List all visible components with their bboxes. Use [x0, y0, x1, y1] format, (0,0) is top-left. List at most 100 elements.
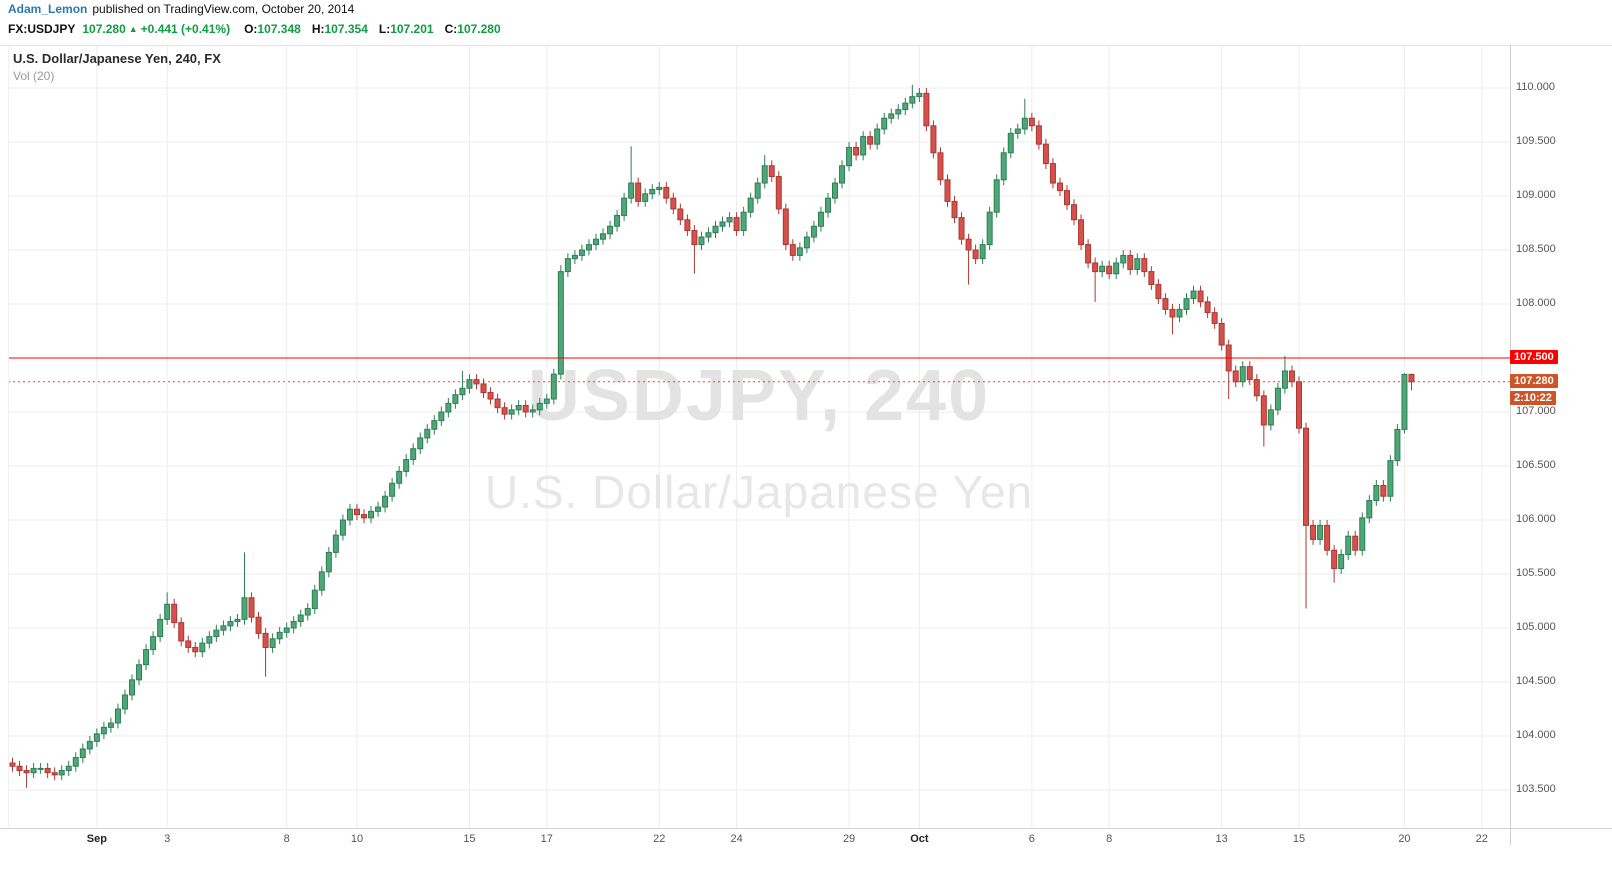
candle [761, 165, 768, 184]
price-tick-label: 107.000 [1516, 405, 1556, 417]
candle [1218, 322, 1225, 346]
ohlc-readout: O:107.348 H:107.354 L:107.201 C:107.280 [244, 22, 512, 36]
candle [1155, 284, 1162, 300]
candle [993, 179, 1000, 213]
candle [832, 182, 839, 199]
candle [698, 236, 705, 246]
candle [578, 249, 585, 256]
candle [600, 233, 607, 240]
candle [325, 551, 332, 573]
price-tick-label: 103.500 [1516, 783, 1556, 795]
candle [522, 405, 529, 413]
candle [248, 597, 255, 618]
candle [1078, 219, 1085, 246]
candle [571, 254, 578, 260]
legend-title[interactable]: U.S. Dollar/Japanese Yen, 240, FX [13, 51, 221, 66]
candle [227, 621, 234, 627]
candle [1267, 409, 1274, 426]
symbol-label: FX:USDJPY [8, 22, 76, 36]
candle [382, 495, 389, 508]
candle [213, 629, 220, 638]
candle [487, 392, 494, 400]
candle [1014, 128, 1021, 134]
candle [93, 733, 100, 742]
candle [1274, 387, 1281, 411]
candle [1338, 554, 1345, 570]
price-line-badge: 107.280 [1510, 373, 1558, 388]
candle [396, 470, 403, 484]
legend-indicator[interactable]: Vol (20) [13, 69, 55, 83]
time-tick-label: Sep [86, 833, 107, 845]
candle [1359, 517, 1366, 551]
candle [789, 244, 796, 256]
candle [100, 726, 107, 735]
candle [768, 165, 775, 178]
candle [1183, 298, 1190, 310]
candle [79, 748, 86, 759]
candle [712, 225, 719, 234]
time-tick-label: 15 [1292, 833, 1306, 845]
candle [1288, 370, 1295, 383]
candle [1169, 308, 1176, 318]
candle [375, 506, 382, 512]
candle [171, 603, 178, 624]
candle [1028, 117, 1035, 127]
candle [1113, 262, 1120, 275]
candle [1141, 258, 1148, 273]
candle [937, 152, 944, 181]
candle [958, 217, 965, 240]
candle [1190, 290, 1197, 300]
time-tick-label: 8 [283, 833, 290, 845]
author-link[interactable]: Adam_Lemon [8, 2, 88, 16]
time-axis[interactable]: Sep 3 8 10 15 17 22 24 29 Oct 6 8 13 15 20 22 [0, 828, 1612, 852]
candle [23, 770, 30, 774]
ohlc-pair: C:107.280 [445, 22, 501, 36]
price-tick-label: 106.000 [1516, 513, 1556, 525]
candle [1120, 254, 1127, 264]
candle [353, 508, 360, 516]
ohlc-value: 107.280 [457, 22, 501, 36]
candle [536, 402, 543, 411]
candle [185, 640, 192, 648]
candle [1394, 428, 1401, 462]
candle [677, 208, 684, 221]
candle [585, 244, 592, 251]
candle [979, 244, 986, 260]
candle [719, 221, 726, 227]
candle [65, 765, 72, 772]
candle [628, 182, 635, 199]
candle [417, 437, 424, 450]
candle [459, 387, 466, 396]
candle [564, 258, 571, 273]
candle [691, 230, 698, 246]
price-axis[interactable]: 110.000 109.500 109.000 108.500 108.000 107.5… [1510, 0, 1612, 881]
candle [557, 271, 564, 375]
candle [445, 402, 452, 413]
last-price: 107.280 [82, 22, 126, 36]
candle [902, 102, 909, 111]
candle [290, 621, 297, 629]
candle [1310, 524, 1317, 540]
ohlc-value: 107.201 [390, 22, 434, 36]
candle [129, 679, 136, 696]
candle [867, 136, 874, 145]
time-tick-label: 24 [730, 833, 743, 845]
byline: Adam_Lemon published on TradingView.com, … [8, 0, 354, 19]
candle [424, 428, 431, 439]
candle [803, 236, 810, 249]
up-arrow-icon: ▲ [128, 24, 138, 34]
candle [986, 211, 993, 246]
candle [16, 765, 23, 772]
candle [234, 618, 241, 623]
candle [199, 642, 206, 653]
candle [1352, 535, 1359, 551]
candle [304, 608, 311, 616]
price-tick-label: 108.500 [1516, 243, 1556, 255]
time-tick-label: 13 [1215, 833, 1228, 845]
candle [782, 208, 789, 246]
candle [192, 646, 199, 653]
candle [635, 182, 642, 202]
time-tick-label: 6 [1028, 833, 1035, 845]
